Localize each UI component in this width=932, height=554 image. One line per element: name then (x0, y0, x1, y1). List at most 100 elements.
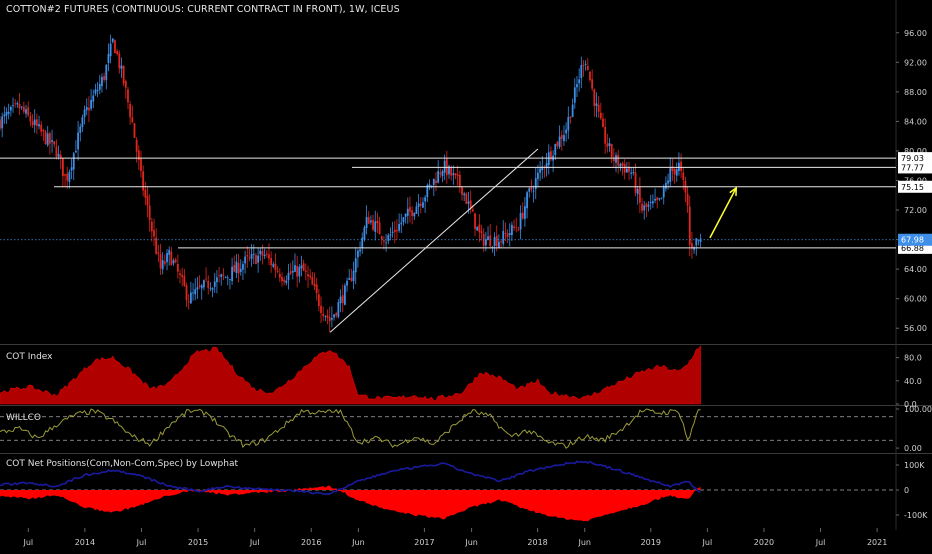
candle (424, 195, 427, 213)
candle (155, 228, 158, 255)
candle (209, 282, 212, 292)
candle (693, 245, 696, 254)
price-tick-label-0: 96.00 (904, 29, 927, 38)
candle (296, 255, 299, 288)
candle (461, 186, 463, 201)
candle (558, 125, 561, 149)
candle (584, 60, 587, 71)
candle (224, 276, 227, 279)
candle (452, 165, 455, 185)
candle (220, 273, 223, 286)
candle (476, 226, 479, 231)
candle (649, 194, 652, 210)
candle (237, 254, 240, 283)
time-tick-label-15: 2021 (867, 538, 887, 547)
willco-line (0, 408, 701, 449)
candle (235, 254, 238, 279)
arrow-head (729, 186, 738, 196)
candle (528, 186, 531, 198)
candle (665, 176, 667, 192)
candle (599, 102, 602, 121)
candle (645, 202, 648, 218)
candle (320, 296, 322, 323)
candle (90, 89, 93, 112)
time-tick-label-1: 2014 (75, 538, 95, 547)
net-tick-label-2: -100K (904, 511, 928, 520)
candle (294, 253, 296, 273)
candle (81, 114, 84, 132)
candle (573, 78, 576, 109)
candle (142, 165, 145, 197)
candle (539, 161, 541, 182)
candle (435, 171, 437, 192)
candle (409, 196, 411, 223)
candle (302, 259, 305, 272)
candle (22, 101, 25, 114)
candle (231, 257, 233, 285)
candle (643, 200, 646, 220)
chart-title: COTTON#2 FUTURES (CONTINUOUS: CURRENT CO… (6, 4, 400, 15)
candle (114, 39, 116, 54)
candle (465, 192, 468, 205)
cot-net-positions-label: COT Net Positions(Com,Non-Com,Spec) by L… (6, 459, 239, 469)
candle (105, 64, 108, 90)
candle (131, 105, 134, 124)
candle (1, 112, 4, 138)
price-tick-label-8: 64.00 (904, 265, 927, 274)
candle (591, 69, 594, 92)
candle (339, 289, 342, 313)
candle (75, 140, 77, 153)
candle (16, 101, 19, 108)
candle (79, 123, 82, 142)
candle (59, 150, 62, 170)
candle (29, 111, 32, 127)
candle (615, 152, 617, 173)
level-label-2: 75.15 (901, 183, 924, 192)
candle (291, 260, 294, 280)
net-tick-label-0: 100K (904, 461, 925, 470)
candle (691, 231, 693, 259)
candle (565, 122, 568, 142)
candle (146, 185, 149, 218)
candle (183, 269, 186, 287)
candle (244, 250, 247, 274)
candle (359, 241, 361, 257)
candle (9, 105, 12, 117)
candle (200, 283, 203, 300)
price-tick-label-1: 92.00 (904, 58, 927, 67)
candle (194, 278, 197, 301)
candle (651, 194, 654, 208)
candle (285, 275, 288, 286)
candle (508, 223, 511, 247)
candle (502, 220, 505, 247)
candle (263, 248, 266, 259)
candle (419, 197, 422, 214)
candle (187, 294, 190, 310)
candle (437, 160, 440, 184)
candle (144, 181, 147, 206)
candle (569, 116, 572, 124)
candle (658, 197, 661, 201)
candle (270, 251, 273, 273)
candle (12, 97, 14, 113)
candle (111, 38, 114, 44)
candle (491, 246, 494, 253)
candle (493, 232, 496, 257)
trendline (329, 148, 539, 333)
candle (326, 309, 329, 325)
candle (361, 232, 364, 254)
candle (404, 213, 407, 224)
candle (233, 255, 236, 272)
candle (328, 306, 331, 333)
candle (370, 215, 372, 225)
candle (634, 163, 637, 197)
candle (255, 252, 257, 265)
candle (560, 130, 563, 151)
level-label-3: 66.88 (901, 244, 924, 253)
candle (595, 92, 598, 118)
candle (504, 222, 507, 242)
candle (68, 169, 71, 189)
candle (372, 214, 374, 232)
candle (176, 254, 179, 279)
candle (229, 279, 231, 290)
